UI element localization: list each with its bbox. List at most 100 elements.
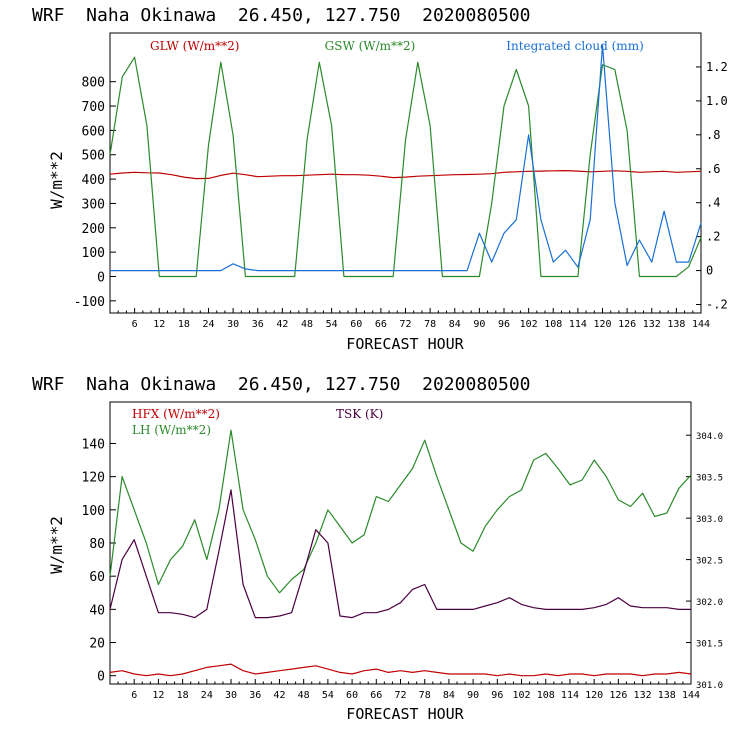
- x-tick-label: 90: [467, 690, 479, 701]
- y-axis-label: W/m**2: [47, 151, 66, 209]
- series-layer: [109, 44, 702, 278]
- x-tick-label: 36: [252, 319, 264, 330]
- y2-tick-label: 1.0: [706, 94, 728, 108]
- x-tick-label: 72: [394, 690, 406, 701]
- x-tick-label: 96: [498, 319, 510, 330]
- x-tick-label: 108: [537, 690, 555, 701]
- x-axis-ticks: 6 12 18 24 30 36 42 48 54 60 66 72 78 84 90 96 102 108 114…: [117, 679, 700, 701]
- series-line-0: [109, 170, 702, 180]
- x-tick-label: 24: [202, 319, 214, 330]
- heat-flux-panel: WRF Naha Okinawa 26.450, 127.750 2020080…: [32, 374, 723, 723]
- legend-entry: TSK (K): [336, 407, 383, 421]
- x-tick-label: 102: [513, 690, 531, 701]
- x-tick-label: 90: [473, 319, 485, 330]
- x-tick-label: 6: [132, 319, 138, 330]
- y-tick-label: 60: [89, 570, 105, 585]
- y2-tick-label: .4: [706, 196, 720, 210]
- panel-title: WRF Naha Okinawa 26.450, 127.750 2020080…: [32, 374, 531, 395]
- x-tick-label: 78: [419, 690, 431, 701]
- series-line-1: [109, 429, 692, 594]
- x-axis-ticks: 6 12 18 24 30 36 42 48 54 60 66 72 78 84 90 96 102 108 114…: [117, 308, 710, 330]
- y2-tick-label: .8: [706, 128, 720, 142]
- legend-entry: GSW (W/m**2): [325, 39, 416, 53]
- legend-entry: GLW (W/m**2): [150, 39, 239, 53]
- series-layer: [109, 429, 692, 677]
- x-tick-label: 42: [276, 319, 288, 330]
- y2-tick-label: -.2: [706, 298, 728, 312]
- x-tick-label: 48: [298, 690, 310, 701]
- y-tick-label: 100: [82, 504, 105, 519]
- y-tick-label: 40: [89, 603, 105, 618]
- y-tick-label: 600: [82, 124, 105, 139]
- x-tick-label: 36: [249, 690, 261, 701]
- x-tick-label: 126: [618, 319, 636, 330]
- y2-tick-label: 303.0: [696, 515, 723, 525]
- x-tick-label: 144: [682, 690, 700, 701]
- x-tick-label: 48: [301, 319, 313, 330]
- y-tick-label: 100: [82, 246, 105, 261]
- y-tick-label: 700: [82, 100, 105, 115]
- y-tick-label: 120: [82, 471, 105, 486]
- x-tick-label: 72: [399, 319, 411, 330]
- x-axis-label: FORECAST HOUR: [346, 335, 464, 353]
- x-tick-label: 138: [667, 319, 685, 330]
- x-tick-label: 78: [424, 319, 436, 330]
- x-tick-label: 6: [131, 690, 137, 701]
- x-tick-label: 132: [634, 690, 652, 701]
- x-tick-label: 114: [569, 319, 587, 330]
- x-tick-label: 126: [609, 690, 627, 701]
- x-tick-label: 30: [227, 319, 239, 330]
- x-tick-label: 66: [370, 690, 382, 701]
- x-tick-label: 60: [350, 319, 362, 330]
- y-tick-label: 0: [97, 270, 105, 285]
- x-tick-label: 12: [152, 690, 164, 701]
- y-axis-label: W/m**2: [47, 516, 66, 574]
- y2-tick-label: .6: [706, 162, 720, 176]
- x-tick-label: 24: [201, 690, 213, 701]
- right-axis-ticks: 301.0 301.5 302.0 302.5 303.0 303.5 304.0: [686, 402, 723, 691]
- y-axis-ticks: -100 0 100 200 300 400 500 600 700 800: [74, 76, 116, 310]
- legend-entry: LH (W/m**2): [132, 423, 211, 437]
- y2-tick-label: 302.5: [696, 557, 723, 567]
- x-tick-label: 42: [273, 690, 285, 701]
- y-tick-label: 0: [97, 670, 105, 685]
- radiation-cloud-panel: WRF Naha Okinawa 26.450, 127.750 2020080…: [32, 5, 728, 353]
- x-axis-label: FORECAST HOUR: [346, 705, 464, 723]
- x-tick-label: 18: [178, 319, 190, 330]
- x-tick-label: 60: [346, 690, 358, 701]
- y-tick-label: 140: [82, 437, 105, 452]
- x-tick-label: 96: [491, 690, 503, 701]
- y-tick-label: -100: [74, 295, 105, 310]
- y-tick-label: 500: [82, 149, 105, 164]
- x-tick-label: 132: [643, 319, 661, 330]
- y2-tick-label: 301.5: [696, 640, 723, 650]
- x-tick-label: 144: [692, 319, 710, 330]
- x-tick-label: 120: [585, 690, 603, 701]
- y-tick-label: 20: [89, 637, 105, 652]
- x-tick-label: 120: [593, 319, 611, 330]
- series-line-0: [109, 663, 692, 677]
- series-line-1: [109, 56, 702, 278]
- x-tick-label: 30: [225, 690, 237, 701]
- series-line-2: [109, 489, 691, 619]
- y-tick-label: 80: [89, 537, 105, 552]
- x-tick-label: 18: [177, 690, 189, 701]
- y-tick-label: 400: [82, 173, 105, 188]
- y2-tick-label: 303.5: [696, 474, 723, 484]
- y2-tick-label: 304.0: [696, 432, 723, 442]
- x-tick-label: 12: [153, 319, 165, 330]
- y-tick-label: 800: [82, 76, 105, 91]
- plot-frame: [109, 401, 692, 685]
- y2-tick-label: 1.2: [706, 60, 728, 74]
- x-tick-label: 108: [544, 319, 562, 330]
- panel-title: WRF Naha Okinawa 26.450, 127.750 2020080…: [32, 5, 531, 26]
- x-tick-label: 54: [326, 319, 338, 330]
- x-tick-label: 84: [449, 319, 461, 330]
- x-tick-label: 102: [520, 319, 538, 330]
- x-tick-label: 84: [443, 690, 455, 701]
- legend: GLW (W/m**2) GSW (W/m**2) Integrated cloud…: [150, 39, 644, 53]
- y2-tick-label: .2: [706, 230, 720, 244]
- right-axis-ticks: -.2 0 .2 .4 .6 .8 1.0 1.2: [696, 60, 728, 312]
- y-tick-label: 200: [82, 222, 105, 237]
